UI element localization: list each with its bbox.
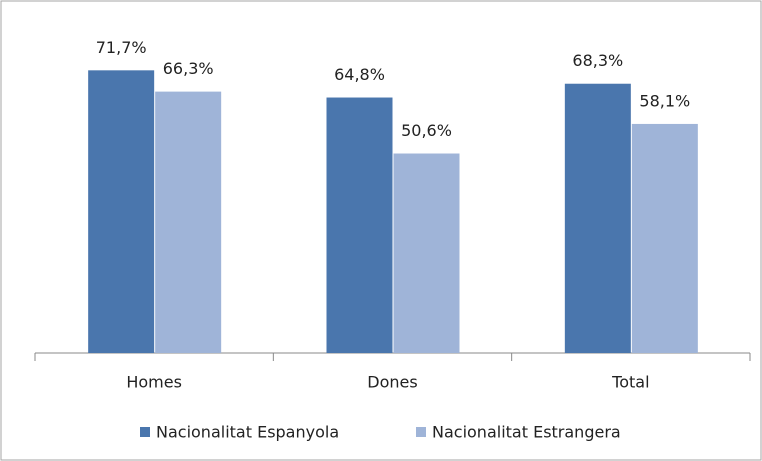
legend-swatch [140,427,150,437]
legend-swatch [416,427,426,437]
value-label: 58,1% [639,91,690,110]
value-label: 66,3% [163,59,214,78]
bar [393,153,460,353]
bar [564,83,631,354]
bar [88,70,155,354]
value-label: 68,3% [572,51,623,70]
legend-label: Nacionalitat Espanyola [156,423,339,442]
bar [155,91,222,353]
x-tick-label: Homes [126,373,182,392]
legend-label: Nacionalitat Estrangera [432,423,621,442]
bar [326,97,393,353]
value-label: 64,8% [334,65,385,84]
value-label: 71,7% [96,38,147,57]
value-label: 50,6% [401,121,452,140]
bar [631,123,698,353]
x-tick-label: Dones [367,373,417,392]
x-tick-label: Total [611,373,649,392]
